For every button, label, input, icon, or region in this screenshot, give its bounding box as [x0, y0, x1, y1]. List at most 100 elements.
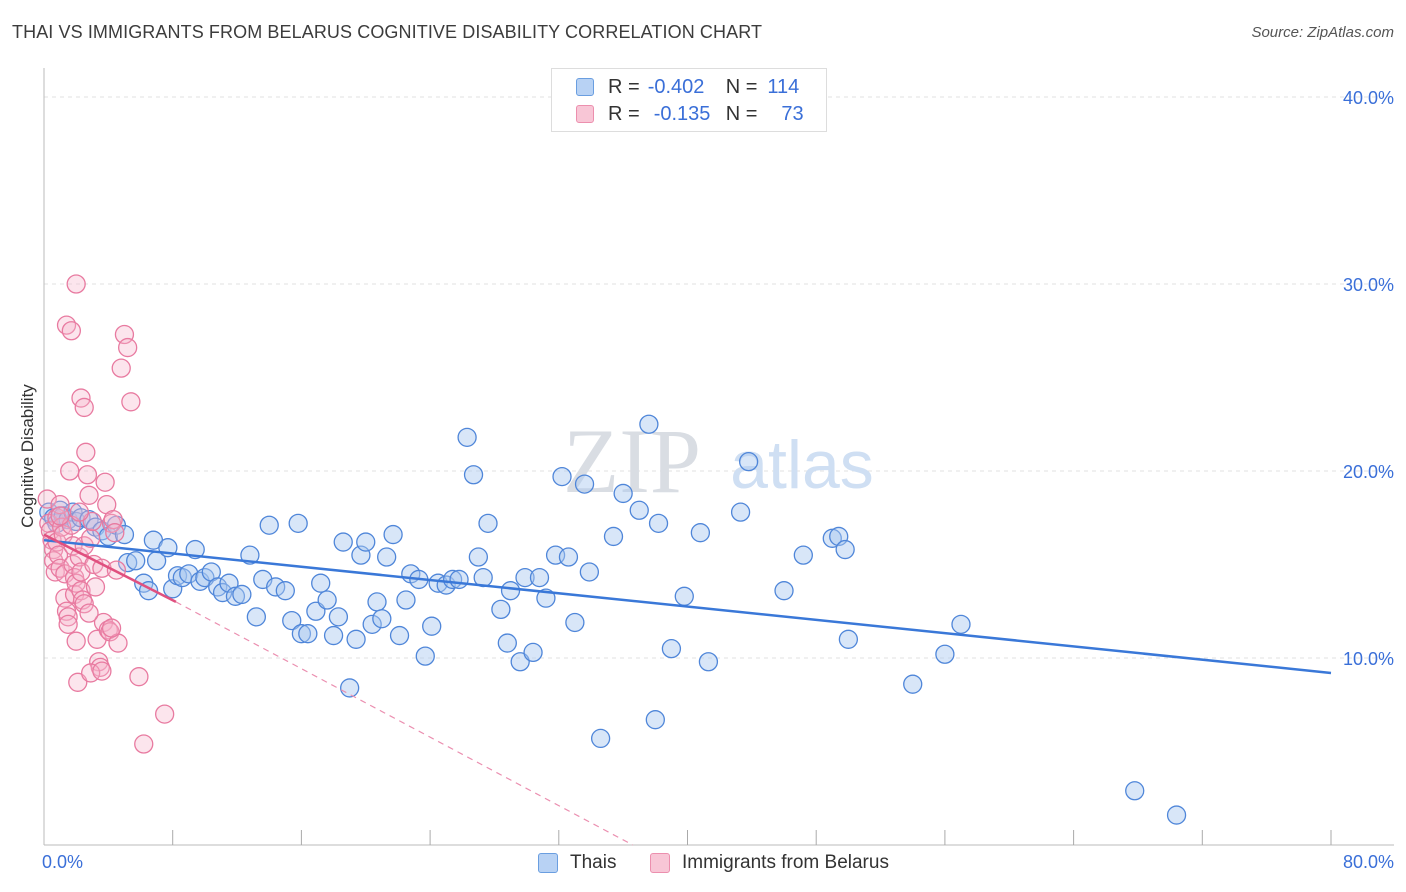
point-thais [510, 652, 530, 672]
chart-title: THAI VS IMMIGRANTS FROM BELARUS COGNITIV… [12, 22, 763, 42]
point-thais [468, 547, 489, 567]
legend-r-value: -0.402 [647, 75, 705, 98]
point-thais [282, 610, 302, 631]
point-belarus [105, 523, 125, 543]
point-belarus [101, 618, 122, 638]
point-thais [428, 573, 448, 593]
point-thais [362, 614, 382, 634]
point-thais [328, 607, 349, 627]
point-thais [674, 586, 694, 606]
point-thais [698, 652, 719, 672]
point-thais [340, 678, 360, 698]
watermark-atlas: atlas [730, 427, 874, 503]
data-points [37, 274, 1187, 825]
point-thais [185, 539, 205, 560]
point-thais [288, 513, 308, 534]
point-thais [497, 633, 517, 653]
point-thais [333, 532, 353, 552]
legend-n-label: N = [725, 75, 758, 98]
point-thais [118, 552, 138, 573]
legend-n-label: N = [725, 102, 758, 125]
legend-box: R = -0.402 N = 114 R = -0.135 N = 73 [551, 68, 827, 132]
point-thais [774, 581, 794, 601]
legend-swatch-blue [576, 78, 594, 96]
point-thais [590, 728, 611, 749]
point-thais [639, 414, 659, 434]
bottom-legend-thais-label: Thais [570, 852, 617, 873]
bottom-legend-swatch-blue [538, 853, 558, 873]
point-thais [114, 524, 135, 545]
point-belarus [74, 594, 94, 614]
point-thais [275, 581, 295, 601]
point-thais [793, 545, 813, 565]
point-thais [1166, 805, 1187, 825]
point-thais [565, 612, 585, 633]
point-thais [523, 642, 543, 663]
legend-n-value: 114 [767, 75, 800, 98]
point-thais [311, 573, 331, 593]
point-thais [240, 545, 260, 565]
y-tick-labels: 10.0% 20.0% 30.0% 40.0% [1343, 88, 1394, 669]
point-thais [79, 509, 99, 530]
point-thais [835, 539, 855, 560]
point-thais [552, 466, 572, 487]
point-thais [422, 616, 442, 636]
x-tick-max: 80.0% [1342, 852, 1394, 872]
trend-lines [43, 533, 1332, 846]
point-belarus [60, 461, 80, 481]
trend-line-thais [43, 538, 1332, 675]
point-belarus [106, 560, 127, 580]
axes [43, 68, 1394, 846]
bottom-legend-thais: Thais [538, 852, 616, 874]
legend-r-label: R = [608, 102, 640, 125]
point-thais [558, 547, 579, 567]
point-belarus [58, 614, 78, 634]
point-thais [291, 624, 312, 644]
watermark: ZIP atlas [563, 410, 874, 512]
legend-row-belarus: R = -0.135 N = 73 [576, 102, 804, 126]
point-thais [246, 607, 267, 627]
point-belarus [118, 337, 138, 358]
point-thais [298, 624, 318, 644]
legend-n-value: 73 [781, 102, 804, 125]
point-thais [232, 584, 252, 605]
point-thais [574, 474, 595, 494]
point-thais [613, 483, 633, 504]
point-thais [603, 526, 624, 547]
bottom-legend: Thais Immigrants from Belarus [0, 852, 1406, 878]
bottom-legend-belarus: Immigrants from Belarus [650, 852, 889, 874]
point-belarus [79, 603, 99, 623]
point-thais [903, 674, 923, 694]
legend-r-value: -0.135 [653, 102, 711, 125]
point-thais [529, 567, 550, 588]
point-belarus [66, 274, 86, 294]
point-belarus [58, 607, 78, 627]
legend-row-thais: R = -0.402 N = 114 [576, 75, 799, 99]
point-thais [515, 567, 535, 588]
point-thais [449, 569, 469, 590]
point-belarus [81, 528, 101, 548]
point-thais [346, 629, 366, 649]
y-tick-label: 40.0% [1343, 88, 1394, 108]
point-belarus [111, 358, 131, 378]
point-thais [179, 564, 199, 584]
point-belarus [74, 397, 94, 418]
point-thais [389, 625, 410, 646]
point-thais [478, 513, 498, 534]
point-thais [323, 625, 344, 646]
point-thais [372, 609, 392, 629]
trend-line-belarus-extension [175, 601, 634, 846]
point-thais [1125, 781, 1145, 801]
point-belarus [121, 392, 141, 412]
point-thais [730, 502, 751, 522]
point-thais [690, 523, 711, 543]
point-belarus [50, 506, 70, 526]
point-thais [935, 644, 955, 664]
point-belarus [76, 442, 96, 462]
point-thais [491, 599, 511, 620]
point-thais [645, 710, 665, 730]
point-thais [266, 577, 286, 597]
point-thais [415, 646, 435, 666]
point-thais [356, 532, 376, 552]
bottom-legend-swatch-pink [650, 853, 670, 873]
